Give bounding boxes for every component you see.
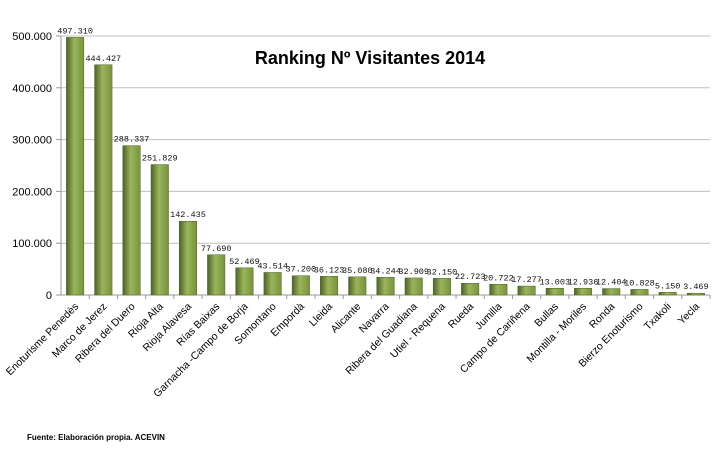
- bar: [686, 292, 705, 296]
- bar: [545, 288, 564, 296]
- data-label: 5.150: [655, 281, 681, 291]
- bar: [602, 288, 621, 296]
- bar: [461, 282, 480, 296]
- bar: [432, 278, 451, 296]
- bar: [489, 284, 508, 296]
- data-label: 34.244: [370, 266, 401, 276]
- data-label: 13.003: [539, 277, 570, 287]
- x-tick-label: Txakoli: [642, 301, 674, 333]
- data-labels: 497.310 444.427 288.337 251.829 142.435 77.69…: [57, 26, 708, 292]
- chart-title: Ranking Nº Visitantes 2014: [255, 48, 485, 68]
- data-label: 37.200: [286, 265, 317, 275]
- bar: [207, 254, 226, 296]
- bar: [404, 277, 423, 296]
- data-label: 251.829: [142, 154, 178, 164]
- data-label: 77.690: [201, 244, 232, 254]
- bar: [658, 292, 677, 296]
- bar: [122, 145, 141, 296]
- data-label: 3.469: [683, 282, 709, 292]
- data-label: 444.427: [85, 54, 121, 64]
- bar: [630, 289, 649, 296]
- x-tick-label: Alicante: [329, 301, 364, 336]
- data-label: 52.469: [229, 257, 260, 267]
- bar: [574, 288, 593, 296]
- bar: [517, 285, 536, 296]
- data-label: 32.909: [398, 267, 429, 277]
- bar: [150, 164, 169, 296]
- data-label: 497.310: [57, 26, 93, 36]
- data-label: 10.828: [624, 278, 655, 288]
- data-label: 12.404: [596, 278, 627, 288]
- bar: [291, 275, 310, 296]
- bar: [376, 277, 395, 296]
- data-label: 22.723: [455, 272, 486, 282]
- data-label: 32.150: [427, 267, 458, 277]
- data-label: 43.514: [257, 261, 288, 271]
- x-tick-label: Rueda: [446, 301, 476, 331]
- y-tick-label: 100.000: [12, 238, 52, 250]
- gridlines: [61, 35, 710, 244]
- data-label: 35.080: [342, 266, 373, 276]
- data-label: 20.722: [483, 273, 514, 283]
- bar: [235, 267, 254, 296]
- x-tick-label: Yecla: [676, 301, 702, 327]
- data-label: 36.123: [314, 265, 345, 275]
- data-label: 12.936: [568, 277, 599, 287]
- bar: [94, 64, 113, 296]
- bar: [66, 37, 85, 296]
- bar: [348, 276, 367, 296]
- y-tick-label: 200.000: [12, 186, 52, 198]
- y-tick-label: 500.000: [12, 31, 52, 43]
- y-tick-labels: 0 100.000 200.000 300.000 400.000 500.000: [12, 31, 52, 302]
- y-tick-label: 300.000: [12, 135, 52, 147]
- y-tick-label: 400.000: [12, 83, 52, 95]
- source-note: Fuente: Elaboración propia. ACEVIN: [27, 433, 165, 442]
- data-label: 142.435: [170, 210, 206, 220]
- bar: [320, 276, 339, 296]
- data-label: 17.277: [511, 275, 542, 285]
- bar: [263, 272, 282, 296]
- bar: [178, 220, 197, 296]
- data-label: 288.337: [114, 135, 150, 145]
- y-tick-label: 0: [46, 290, 52, 302]
- bars: [66, 37, 705, 296]
